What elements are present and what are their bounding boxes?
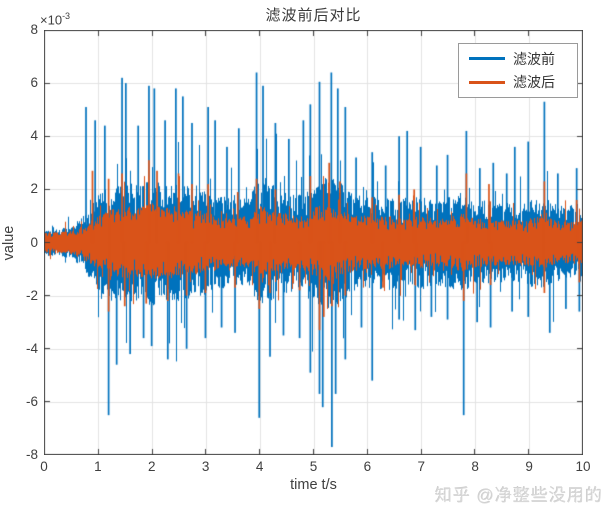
y-tick-label: -4: [25, 340, 38, 356]
x-tick-label: 4: [255, 459, 264, 474]
y-tick-label: 8: [30, 22, 38, 37]
y-axis-label: value: [1, 225, 17, 261]
x-tick-label: 10: [575, 459, 591, 474]
legend-item: 滤波前: [459, 48, 577, 70]
legend-line-swatch: [469, 56, 505, 61]
legend-item: 滤波后: [459, 71, 577, 93]
y-tick-label: 4: [30, 128, 38, 144]
y-tick-label: -8: [25, 447, 38, 462]
legend-item-label: 滤波前: [513, 52, 555, 68]
x-tick-label: 5: [309, 459, 318, 474]
y-tick-label: -6: [25, 393, 38, 409]
x-tick-label: 9: [525, 459, 533, 474]
chart-title: 滤波前后对比: [265, 8, 362, 24]
x-tick-label: 7: [417, 459, 426, 474]
y-tick-label: 2: [30, 181, 38, 197]
x-tick-label: 1: [94, 459, 102, 474]
x-tick-label: 6: [363, 459, 372, 474]
y-tick-label: -2: [25, 287, 38, 303]
zhihu-watermark: 知乎 @净整些没用的: [435, 486, 603, 505]
y-axis-multiplier-exponent: -3: [62, 11, 71, 21]
y-axis-multiplier: ×10-3: [40, 11, 70, 27]
x-tick-label: 8: [471, 459, 479, 474]
legend-line-swatch: [469, 80, 505, 85]
x-tick-label: 3: [201, 459, 210, 474]
x-axis-label: time t/s: [290, 477, 337, 493]
legend-item-label: 滤波后: [513, 76, 555, 92]
x-tick-label: 2: [148, 459, 156, 474]
y-axis-multiplier-base: ×10: [40, 12, 63, 28]
y-tick-label: 6: [30, 75, 38, 91]
plot-area-canvas: [44, 30, 583, 455]
legend: 滤波前 滤波后: [458, 43, 578, 98]
x-tick-label: 0: [40, 459, 48, 474]
